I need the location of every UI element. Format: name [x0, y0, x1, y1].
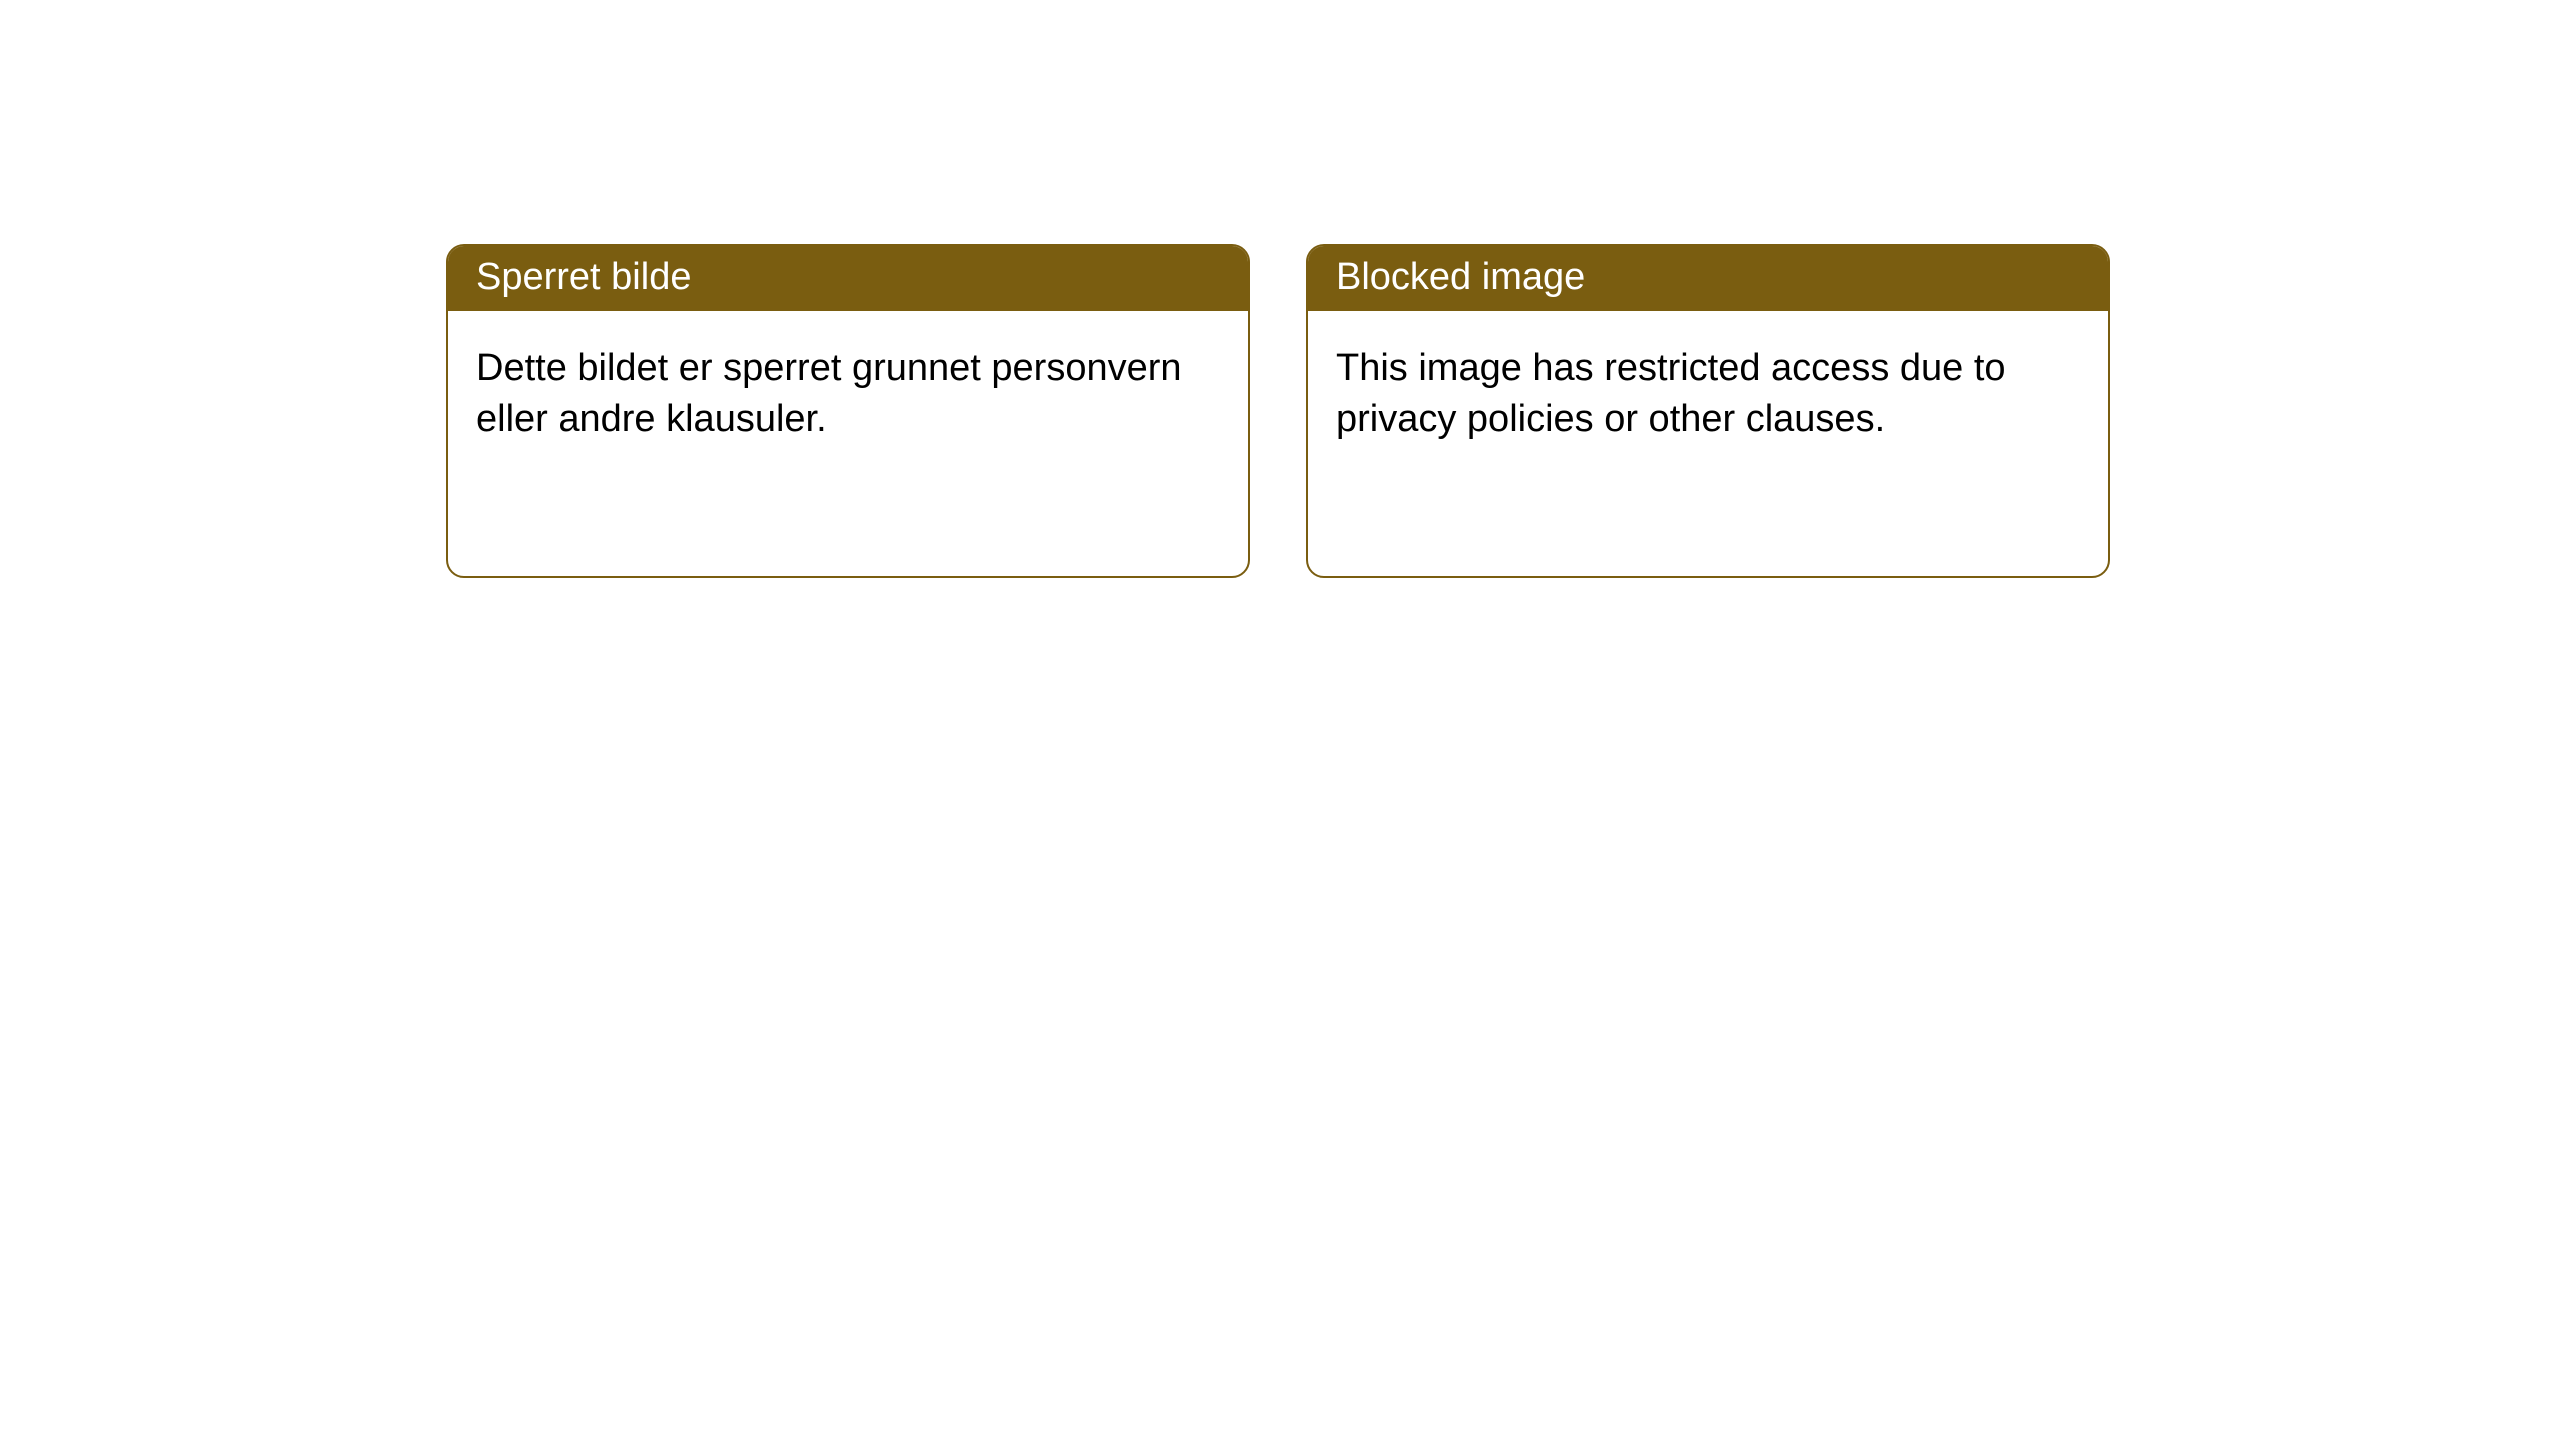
card-header-english: Blocked image	[1308, 246, 2108, 311]
card-header-norwegian: Sperret bilde	[448, 246, 1248, 311]
card-message-english: This image has restricted access due to …	[1336, 347, 2006, 440]
notice-container: Sperret bilde Dette bildet er sperret gr…	[0, 0, 2560, 578]
card-message-norwegian: Dette bildet er sperret grunnet personve…	[476, 347, 1182, 440]
blocked-image-card-norwegian: Sperret bilde Dette bildet er sperret gr…	[446, 244, 1250, 578]
card-body-english: This image has restricted access due to …	[1308, 311, 2108, 478]
card-title-norwegian: Sperret bilde	[476, 256, 691, 298]
card-body-norwegian: Dette bildet er sperret grunnet personve…	[448, 311, 1248, 478]
blocked-image-card-english: Blocked image This image has restricted …	[1306, 244, 2110, 578]
card-title-english: Blocked image	[1336, 256, 1585, 298]
